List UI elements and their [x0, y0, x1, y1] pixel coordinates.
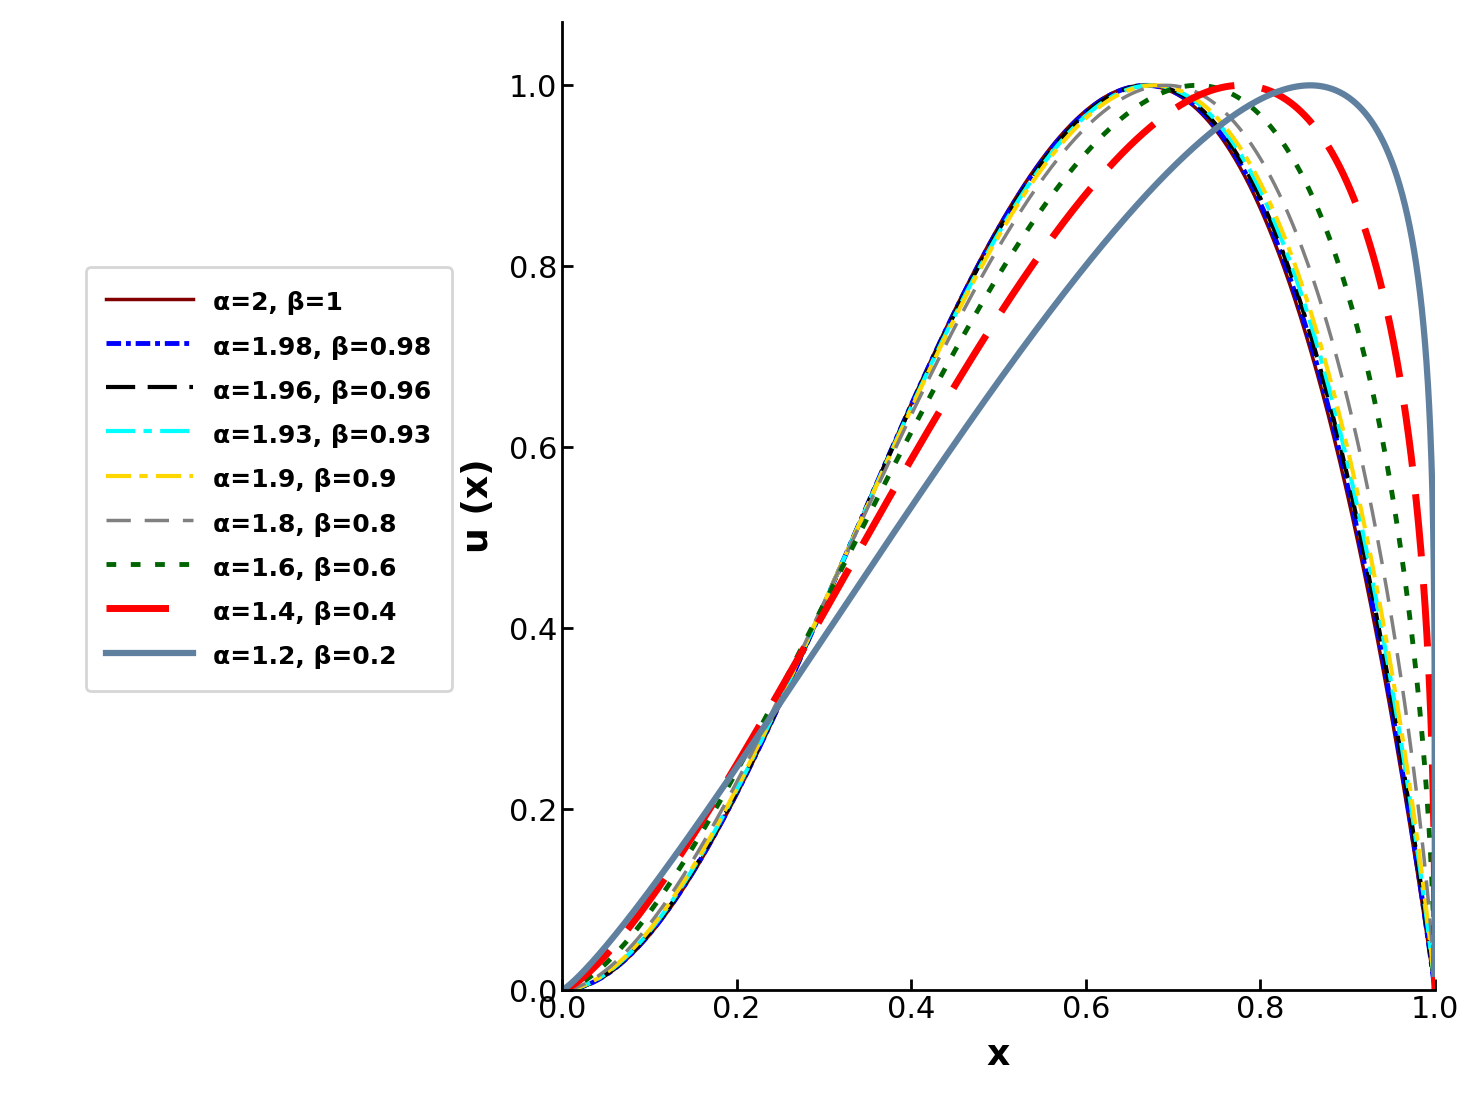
α=1.4, β=0.4	[1232, 79, 1250, 92]
α=1.96, β=0.96	[1139, 79, 1157, 92]
α=1.8, β=0.8	[887, 439, 905, 452]
α=1.6, β=0.6	[1188, 79, 1205, 92]
α=1.9, β=0.9	[926, 352, 944, 365]
α=2, β=1	[553, 983, 571, 997]
α=1.96, β=0.96	[1315, 375, 1333, 388]
α=1.93, β=0.93	[1142, 79, 1160, 92]
α=1.98, β=0.98	[887, 430, 905, 443]
α=1.6, β=0.6	[887, 453, 905, 466]
α=1.93, β=0.93	[1409, 848, 1427, 861]
α=1.93, β=0.93	[652, 909, 670, 922]
α=1.9, β=0.9	[1426, 983, 1444, 997]
Line: α=1.4, β=0.4: α=1.4, β=0.4	[562, 86, 1435, 990]
α=1.96, β=0.96	[553, 983, 571, 997]
α=1.9, β=0.9	[887, 433, 905, 447]
α=1.93, β=0.93	[1315, 363, 1333, 376]
α=1.2, β=0.2	[553, 983, 571, 997]
α=1.96, β=0.96	[1409, 858, 1427, 871]
α=1.98, β=0.98	[1409, 865, 1427, 878]
α=1.98, β=0.98	[926, 346, 944, 360]
α=1.4, β=0.4	[652, 877, 670, 890]
α=1.4, β=0.4	[553, 983, 571, 997]
α=1.9, β=0.9	[1409, 838, 1427, 851]
α=1.6, β=0.6	[1409, 685, 1427, 698]
α=1.8, β=0.8	[704, 818, 722, 832]
α=1.4, β=0.4	[704, 796, 722, 810]
α=1.2, β=0.2	[926, 466, 944, 480]
α=2, β=1	[887, 430, 905, 443]
α=2, β=1	[1315, 393, 1333, 406]
Line: α=1.9, β=0.9: α=1.9, β=0.9	[562, 86, 1435, 990]
α=1.98, β=0.98	[553, 983, 571, 997]
α=1.93, β=0.93	[704, 827, 722, 840]
α=1.93, β=0.93	[887, 432, 905, 446]
Line: α=1.98, β=0.98: α=1.98, β=0.98	[562, 86, 1435, 990]
α=1.8, β=0.8	[652, 901, 670, 914]
α=1.98, β=0.98	[704, 830, 722, 844]
α=1.6, β=0.6	[553, 983, 571, 997]
α=1.8, β=0.8	[1426, 983, 1444, 997]
X-axis label: x: x	[986, 1037, 1010, 1071]
α=1.93, β=0.93	[553, 983, 571, 997]
α=1.6, β=0.6	[1315, 218, 1333, 231]
α=1.96, β=0.96	[704, 829, 722, 843]
α=1.6, β=0.6	[652, 889, 670, 902]
α=1.98, β=0.98	[1426, 983, 1444, 997]
α=1.8, β=0.8	[553, 983, 571, 997]
α=1.8, β=0.8	[1409, 799, 1427, 812]
Line: α=1.8, β=0.8: α=1.8, β=0.8	[562, 86, 1435, 990]
α=1.98, β=0.98	[1137, 79, 1155, 92]
α=1.4, β=0.4	[1315, 133, 1333, 146]
α=2, β=1	[652, 913, 670, 926]
α=1.6, β=0.6	[1426, 983, 1444, 997]
α=1.8, β=0.8	[1157, 79, 1174, 92]
α=1.8, β=0.8	[1315, 307, 1333, 320]
α=1.8, β=0.8	[926, 361, 944, 374]
Line: α=1.2, β=0.2: α=1.2, β=0.2	[562, 86, 1435, 990]
α=1.93, β=0.93	[926, 350, 944, 363]
α=1.9, β=0.9	[1315, 350, 1333, 363]
α=1.2, β=0.2	[652, 868, 670, 881]
α=1.2, β=0.2	[1426, 967, 1444, 980]
α=1.2, β=0.2	[704, 794, 722, 807]
α=1.9, β=0.9	[652, 908, 670, 921]
α=2, β=1	[704, 832, 722, 845]
α=1.93, β=0.93	[1426, 983, 1444, 997]
α=1.6, β=0.6	[926, 382, 944, 395]
α=1.9, β=0.9	[1145, 79, 1162, 92]
α=1.96, β=0.96	[652, 911, 670, 924]
Y-axis label: u (x): u (x)	[461, 459, 495, 553]
α=1.2, β=0.2	[1409, 271, 1427, 284]
Line: α=1.6, β=0.6: α=1.6, β=0.6	[562, 86, 1435, 990]
α=1.4, β=0.4	[1426, 983, 1444, 997]
α=1.4, β=0.4	[887, 477, 905, 491]
α=1.96, β=0.96	[1426, 983, 1444, 997]
α=1.4, β=0.4	[1409, 513, 1427, 526]
α=1.98, β=0.98	[1315, 384, 1333, 397]
α=1.98, β=0.98	[652, 912, 670, 925]
α=1.6, β=0.6	[704, 806, 722, 820]
Line: α=1.93, β=0.93: α=1.93, β=0.93	[562, 86, 1435, 990]
α=1.4, β=0.4	[926, 412, 944, 426]
α=2, β=1	[926, 345, 944, 359]
α=2, β=1	[1409, 870, 1427, 883]
α=1.2, β=0.2	[1302, 79, 1319, 92]
Line: α=1.96, β=0.96: α=1.96, β=0.96	[562, 86, 1435, 990]
α=2, β=1	[1134, 79, 1152, 92]
α=1.96, β=0.96	[887, 431, 905, 444]
α=1.96, β=0.96	[926, 349, 944, 362]
Legend: α=2, β=1, α=1.98, β=0.98, α=1.96, β=0.96, α=1.93, β=0.93, α=1.9, β=0.9, α=1.8, β: α=2, β=1, α=1.98, β=0.98, α=1.96, β=0.96…	[86, 267, 451, 691]
Line: α=2, β=1: α=2, β=1	[562, 86, 1435, 990]
α=1.2, β=0.2	[1315, 80, 1333, 94]
α=1.9, β=0.9	[553, 983, 571, 997]
α=1.2, β=0.2	[887, 521, 905, 535]
α=1.9, β=0.9	[704, 825, 722, 838]
α=2, β=1	[1426, 983, 1444, 997]
